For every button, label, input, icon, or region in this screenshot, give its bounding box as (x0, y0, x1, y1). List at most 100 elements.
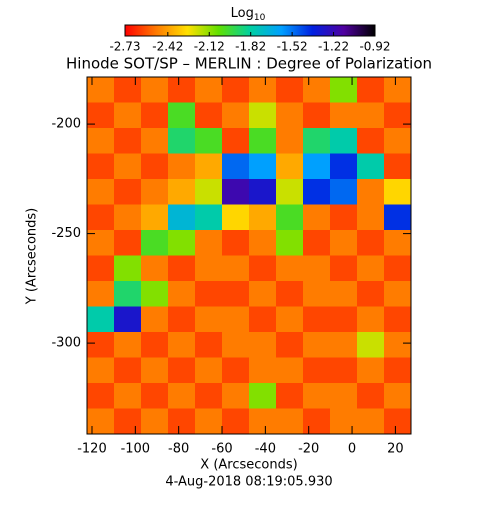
heatmap-cell (168, 306, 196, 333)
heatmap-cell (330, 128, 358, 154)
x-tick-label: -40 (255, 442, 276, 457)
heatmap-cell (384, 281, 412, 307)
heatmap-cell (141, 357, 169, 384)
heatmap-cell (168, 153, 196, 180)
heatmap-cell (195, 102, 223, 129)
heatmap-cell (222, 357, 250, 384)
heatmap-cell (384, 383, 412, 409)
heatmap-cell (384, 357, 412, 384)
heatmap-cell (303, 255, 331, 282)
heatmap-cell (357, 204, 385, 231)
heatmap-cell (330, 281, 358, 307)
heatmap-cell (168, 128, 196, 154)
y-tick-label: -250 (51, 226, 81, 241)
heatmap-cell (141, 102, 169, 129)
heatmap-cell (249, 153, 277, 180)
chart-title: Hinode SOT/SP – MERLIN : Degree of Polar… (66, 55, 432, 73)
heatmap-cell (303, 383, 331, 409)
heatmap-cell (276, 128, 304, 154)
heatmap-cell (384, 153, 412, 180)
heatmap-cell (330, 332, 358, 358)
heatmap-cell (114, 230, 142, 256)
heatmap-cell (357, 230, 385, 256)
heatmap-cell (222, 128, 250, 154)
colorbar-tick-label: -1.82 (235, 40, 266, 54)
heatmap-cell (87, 281, 115, 307)
heatmap-cell (195, 332, 223, 358)
heatmap-cell (276, 102, 304, 129)
heatmap-cell (384, 255, 412, 282)
heatmap-cell (141, 153, 169, 180)
colorbar-tick-label: -2.73 (109, 40, 140, 54)
heatmap-cell (222, 230, 250, 256)
heatmap-cell (276, 77, 304, 103)
heatmap-cell (168, 179, 196, 205)
heatmap-cell (195, 179, 223, 205)
heatmap-cell (303, 306, 331, 333)
heatmap-cell (357, 281, 385, 307)
heatmap-cell (168, 204, 196, 231)
heatmap-cell (114, 128, 142, 154)
heatmap-cell (114, 179, 142, 205)
heatmap-cell (87, 230, 115, 256)
colorbar-tick-label: -1.22 (318, 40, 349, 54)
heatmap-cell (249, 383, 277, 409)
heatmap-cell (303, 153, 331, 180)
heatmap-cell (330, 153, 358, 180)
heatmap-cell (276, 255, 304, 282)
heatmap-cell (222, 383, 250, 409)
heatmap-cell (114, 102, 142, 129)
heatmap-cell (276, 179, 304, 205)
heatmap-cell (276, 153, 304, 180)
heatmap-cell (330, 306, 358, 333)
heatmap-cell (168, 230, 196, 256)
heatmap-cell (276, 383, 304, 409)
heatmap-cell (384, 230, 412, 256)
heatmap-cell (168, 281, 196, 307)
heatmap-cell (195, 128, 223, 154)
heatmap-cell (330, 179, 358, 205)
heatmap-cell (384, 179, 412, 205)
heatmap-cell (114, 306, 142, 333)
heatmap-cell (249, 230, 277, 256)
heatmap-cell (249, 204, 277, 231)
heatmap-cell (87, 332, 115, 358)
heatmap-cell (87, 357, 115, 384)
heatmap-cell (384, 77, 412, 103)
heatmap-cell (357, 383, 385, 409)
heatmap-cell (114, 383, 142, 409)
heatmap-cell (384, 332, 412, 358)
heatmap-cell (303, 102, 331, 129)
heatmap-cell (249, 357, 277, 384)
colorbar (124, 24, 376, 37)
heatmap-cell (141, 281, 169, 307)
heatmap-cell (222, 204, 250, 231)
heatmap-cell (87, 408, 115, 435)
heatmap-cell (222, 281, 250, 307)
heatmap-cell (87, 77, 115, 103)
heatmap-cell (222, 153, 250, 180)
plot-frame (86, 76, 412, 435)
heatmap-cell (168, 383, 196, 409)
heatmap-cell (141, 179, 169, 205)
heatmap-cell (303, 204, 331, 231)
heatmap-cell (357, 357, 385, 384)
heatmap-cell (249, 102, 277, 129)
heatmap-cell (195, 383, 223, 409)
heatmap-cell (114, 204, 142, 231)
heatmap-cell (357, 179, 385, 205)
heatmap-cell (276, 408, 304, 435)
x-tick-label: -100 (121, 442, 151, 457)
colorbar-label-text: Log (231, 6, 254, 21)
heatmap-cell (141, 204, 169, 231)
colorbar-label: Log10 (231, 6, 266, 23)
heatmap-cell (384, 306, 412, 333)
colorbar-tick-label: -1.52 (277, 40, 308, 54)
heatmap-cell (303, 230, 331, 256)
heatmap-cell (114, 77, 142, 103)
heatmap-cell (168, 102, 196, 129)
footer-date: 4-Aug-2018 08:19:05.930 (165, 475, 332, 490)
heatmap-cell (168, 408, 196, 435)
heatmap-cell (276, 230, 304, 256)
